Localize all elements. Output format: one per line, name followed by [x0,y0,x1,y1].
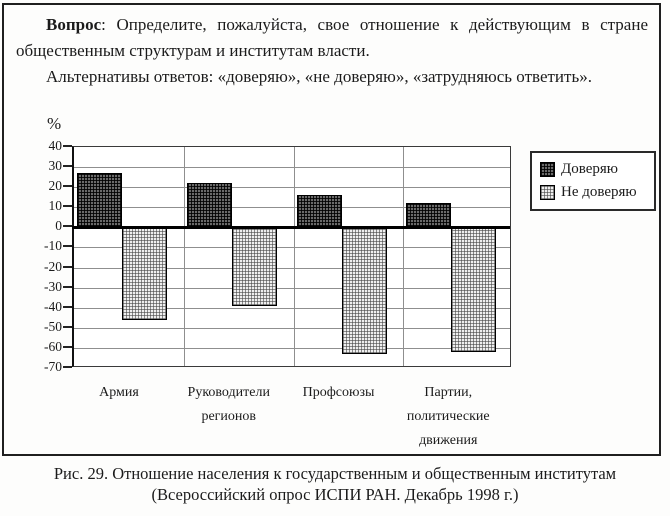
category-separator [183,147,185,366]
category-label: Профсоюзы [302,385,375,400]
bar-distrust-4 [451,227,497,352]
y-tick-label: 40 [48,138,63,153]
caption-line2: (Всероссийский опрос ИСПИ РАН. Декабрь 1… [151,484,519,504]
y-tick-label: 20 [48,178,63,194]
y-tick-label: -70 [44,359,62,374]
y-tick-label: 30 [48,158,63,174]
y-tick-label: -50 [44,318,62,334]
gridline [74,247,510,249]
y-tick-mark [63,305,72,308]
legend-label-trust: Доверяю [561,161,618,177]
y-tick-mark [63,205,72,208]
bar-trust-4 [406,203,452,228]
y-tick-mark [63,345,72,348]
y-tick-label: -60 [44,338,62,354]
gridline [74,267,510,269]
gridline [74,347,510,349]
trust-swatch-icon [540,162,555,177]
legend-label-distrust: Не доверяю [561,184,637,200]
bar-trust-1 [77,173,122,228]
legend-item-trust: Доверяю [540,161,646,178]
bar-distrust-1 [122,227,167,320]
figure-frame [2,3,661,456]
category-label: Партии, политические движения [406,385,490,448]
gridline [74,167,510,169]
bar-distrust-3 [341,227,387,354]
category-label: Армия [99,385,139,400]
bar-distrust-2 [231,227,277,306]
question-lead: Вопрос [46,15,102,34]
y-tick-label: 10 [48,198,63,214]
survey-question: Вопрос: Определите, пожалуйста, свое отн… [16,12,648,89]
y-tick-mark [63,265,72,268]
bar-chart-plot-area [72,146,511,367]
answer-alternatives: Альтернативы ответов: «доверяю», «не дов… [46,66,592,86]
category-label: Руководители регионов [187,385,270,424]
y-tick-mark [63,165,72,168]
bar-trust-3 [296,195,342,228]
y-tick-label: 0 [55,218,62,234]
y-tick-label: -20 [44,258,62,274]
y-tick-mark [63,366,72,368]
y-tick-mark [63,145,72,147]
distrust-swatch-icon [540,185,555,200]
chart-legend: Доверяю Не доверяю [530,151,656,211]
y-tick-mark [63,225,72,228]
y-tick-mark [63,245,72,248]
y-tick-label: -30 [44,278,62,294]
legend-item-distrust: Не доверяю [540,184,646,201]
y-tick-mark [63,185,72,188]
y-tick-label: -10 [44,238,62,254]
y-tick-label: -40 [44,298,62,314]
gridline [74,307,510,309]
category-separator [293,147,295,366]
y-tick-mark [63,285,72,288]
gridline [74,207,510,209]
figure-caption: Рис. 29. Отношение населения к государст… [0,464,670,505]
zero-axis-line [72,225,510,229]
y-tick-mark [63,325,72,328]
gridline [74,327,510,329]
caption-line1: Рис. 29. Отношение населения к государст… [53,464,617,483]
category-separator [403,147,405,366]
question-paragraph: Вопрос: Определите, пожалуйста, свое отн… [16,12,648,64]
y-axis-unit-label: % [47,114,62,133]
question-body: : Определите, пожалуйста, свое отношение… [16,15,648,60]
gridline [74,287,510,289]
gridline [74,187,510,189]
bar-trust-2 [186,183,232,228]
